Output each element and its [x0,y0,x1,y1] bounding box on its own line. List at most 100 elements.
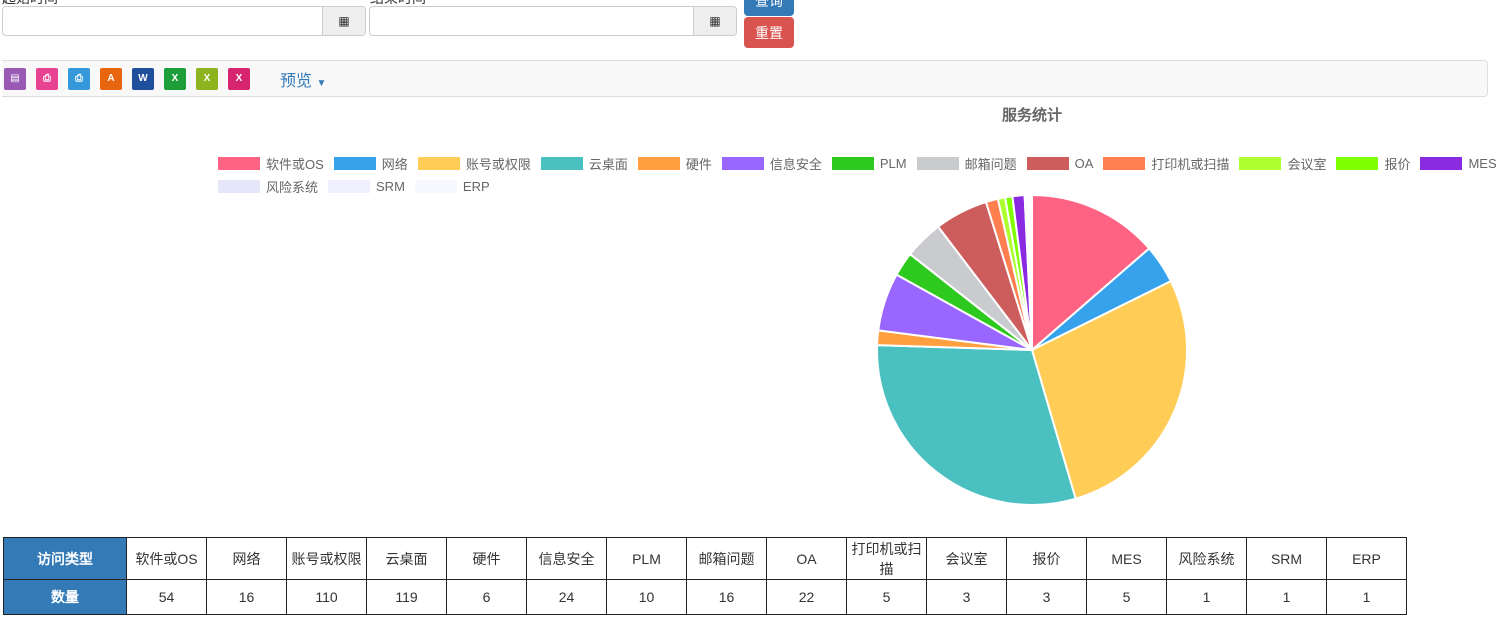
legend-label: MES [1468,156,1497,171]
legend-item[interactable]: 信息安全 [721,154,822,173]
type-cell: OA [766,537,847,580]
legend-label: 网络 [381,157,408,172]
end-date-input[interactable] [370,7,693,35]
legend-label: 硬件 [685,157,712,172]
legend-swatch [1239,157,1282,170]
count-cell: 5 [846,579,927,615]
legend-item[interactable]: 风险系统 [218,177,318,196]
pie-slice-15[interactable] [1028,193,1033,351]
caret-down-icon: ▼ [316,77,327,89]
reset-button[interactable]: 重置 [744,17,794,48]
legend-item[interactable]: 打印机或扫描 [1103,154,1229,173]
count-cell: 5 [1086,579,1167,615]
count-cell: 1 [1246,579,1327,615]
legend-swatch [333,157,376,170]
type-cell: 信息安全 [526,537,607,580]
legend-label: 云桌面 [588,157,628,172]
print-icon[interactable]: ⎙ [68,67,90,90]
count-cell: 54 [126,579,207,615]
start-date-input[interactable] [3,7,322,35]
count-cell: 24 [526,579,607,615]
legend-label: ERP [462,179,490,194]
legend-item[interactable]: 软件或OS [218,154,324,173]
legend-item[interactable]: ERP [414,177,490,196]
calendar-icon[interactable]: ▦ [693,7,736,35]
excel-alt-icon[interactable]: X [196,67,218,90]
excel-icon[interactable]: X [164,67,186,90]
legend-item[interactable]: MES [1420,154,1497,173]
count-cell: 1 [1166,579,1247,615]
type-cell: PLM [606,537,687,580]
stats-table: 访问类型 软件或OS 网络 账号或权限 云桌面 硬件 信息安全 PLM 邮箱问题 OA 打印机或扫描… [3,537,1407,615]
type-cell: 硬件 [446,537,527,580]
legend-swatch [1420,157,1463,170]
legend-swatch [637,157,680,170]
count-header: 数量 [3,579,127,615]
legend-swatch [1026,157,1069,170]
legend-swatch [218,157,260,170]
legend-item[interactable]: 云桌面 [540,154,628,173]
count-cell: 1 [1326,579,1407,615]
legend-label: 邮箱问题 [964,157,1017,172]
type-cell: SRM [1246,537,1327,580]
legend-label: 软件或OS [266,157,324,172]
type-cell: ERP [1326,537,1407,580]
count-cell: 22 [766,579,847,615]
type-cell: 账号或权限 [286,537,367,580]
count-cell: 10 [606,579,687,615]
type-header: 访问类型 [3,537,127,580]
count-cell: 3 [1006,579,1087,615]
legend-item[interactable]: OA [1026,154,1094,173]
legend-label: 报价 [1384,157,1411,172]
count-cell: 6 [446,579,527,615]
preview-dropdown[interactable]: 预览 ▼ [280,67,326,91]
legend-label: 会议室 [1287,157,1327,172]
type-cell: 云桌面 [366,537,447,580]
type-cell: MES [1086,537,1167,580]
count-cell: 16 [206,579,287,615]
legend-label: OA [1074,156,1094,171]
type-cell: 网络 [206,537,287,580]
count-cell: 119 [366,579,447,615]
type-cell: 软件或OS [126,537,207,580]
start-date-field[interactable]: ▦ [2,6,366,36]
pie-slice-2[interactable] [1030,279,1188,500]
start-date-label: 起始时间 [2,0,58,8]
legend-item[interactable]: 会议室 [1239,154,1326,173]
excel-pink-icon[interactable]: X [228,67,250,90]
legend-item[interactable]: 邮箱问题 [916,154,1017,173]
print-pdf-icon[interactable]: ⎙ [36,67,58,90]
legend-swatch [414,180,457,193]
type-cell: 会议室 [926,537,1007,580]
legend-swatch [831,157,874,170]
pie-slice-3[interactable] [876,344,1077,506]
word-icon[interactable]: W [132,67,154,90]
legend-item[interactable]: PLM [831,154,907,173]
end-date-field[interactable]: ▦ [369,6,737,36]
end-date-label: 结束时间 [370,0,426,8]
legend-swatch [417,157,460,170]
count-cell: 3 [926,579,1007,615]
preview-label: 预览 [280,72,313,90]
legend-label: 信息安全 [769,157,822,172]
legend-label: 账号或权限 [465,157,531,172]
legend-label: 打印机或扫描 [1151,157,1230,172]
legend-item[interactable]: 网络 [333,154,408,173]
copy-icon[interactable]: ▤ [4,67,26,90]
query-button[interactable]: 查询 [744,0,794,16]
legend-item[interactable]: SRM [328,177,405,196]
pie-slice-0[interactable] [1031,193,1151,353]
legend-swatch [1336,157,1379,170]
export-toolbar: ▤ ⎙ ⎙ A W X X X 预览 ▼ [2,60,1488,97]
pdf-icon[interactable]: A [100,67,122,90]
type-cell: 报价 [1006,537,1087,580]
legend-label: PLM [879,156,907,171]
calendar-icon[interactable]: ▦ [322,7,365,35]
type-cell: 邮箱问题 [686,537,767,580]
chart-title: 服务统计 [1002,107,1063,124]
legend-swatch [1103,157,1146,170]
legend-item[interactable]: 报价 [1336,154,1410,173]
legend-label: SRM [376,179,405,194]
legend-item[interactable]: 硬件 [637,154,712,173]
legend-item[interactable]: 账号或权限 [417,154,531,173]
